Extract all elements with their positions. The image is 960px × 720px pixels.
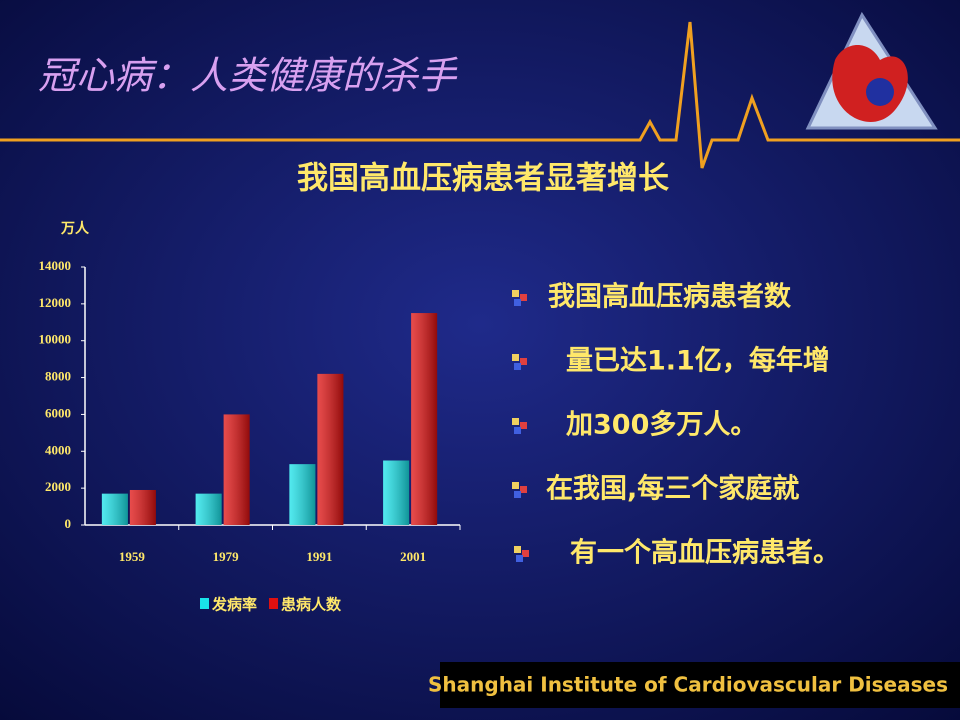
- y-axis-label: 万人: [60, 220, 90, 237]
- bullet-icon: [512, 290, 519, 297]
- bullet-icon: [514, 363, 521, 370]
- legend-label: 发病率: [211, 596, 257, 614]
- bullet-icon: [516, 555, 523, 562]
- legend-swatch: [269, 598, 279, 609]
- bar-shade: [129, 489, 156, 525]
- bullet-icon: [520, 294, 527, 301]
- bar-shade: [195, 493, 222, 525]
- bullet-text: 有一个高血压病患者。: [570, 537, 840, 569]
- bar-shade: [289, 464, 316, 525]
- x-tick-label: 2001: [400, 549, 426, 564]
- bullet-icon: [522, 550, 529, 557]
- x-tick-label: 1991: [306, 549, 332, 564]
- bullet-icon: [512, 418, 519, 425]
- y-tick-label: 6000: [45, 405, 71, 420]
- legend-swatch: [200, 598, 209, 609]
- bullet-text: 在我国,每三个家庭就: [546, 473, 799, 505]
- bar-shade: [223, 414, 250, 525]
- bullet-icon: [514, 546, 521, 553]
- legend-label: 患病人数: [281, 596, 342, 614]
- bullet-icon: [520, 358, 527, 365]
- bullet-text: 我国高血压病患者数: [548, 281, 792, 313]
- bullet-text: 加300多万人。: [566, 410, 757, 441]
- x-tick-label: 1959: [119, 549, 146, 564]
- footer-band: [440, 662, 960, 708]
- slide-title: 冠心病：人类健康的杀手: [38, 54, 458, 98]
- y-tick-label: 12000: [39, 295, 72, 310]
- bar-shade: [383, 460, 410, 525]
- ecg-line: [0, 21, 960, 169]
- bullet-icon: [512, 354, 519, 361]
- y-tick-label: 2000: [45, 479, 71, 494]
- bar-shade: [101, 493, 128, 525]
- bullet-icon: [514, 491, 521, 498]
- bullet-text: 量已达1.1亿，每年增: [566, 345, 830, 377]
- y-tick-label: 4000: [45, 442, 71, 457]
- footer: Shanghai Institute of Cardiovascular Dis…: [428, 673, 948, 697]
- bullet-icon: [520, 486, 527, 493]
- chart-title: 我国高血压病患者显著增长: [297, 161, 669, 197]
- logo: [805, 11, 938, 130]
- bullet-icon: [520, 422, 527, 429]
- bullet-icon: [514, 299, 521, 306]
- bullet-icon: [514, 427, 521, 434]
- bar-shade: [411, 313, 438, 525]
- y-tick-label: 14000: [39, 258, 72, 273]
- y-tick-label: 0: [65, 516, 72, 531]
- y-tick-label: 10000: [39, 332, 72, 347]
- bullet-icon: [512, 482, 519, 489]
- bar-shade: [317, 373, 344, 525]
- y-tick-label: 8000: [45, 369, 71, 384]
- x-tick-label: 1979: [213, 549, 240, 564]
